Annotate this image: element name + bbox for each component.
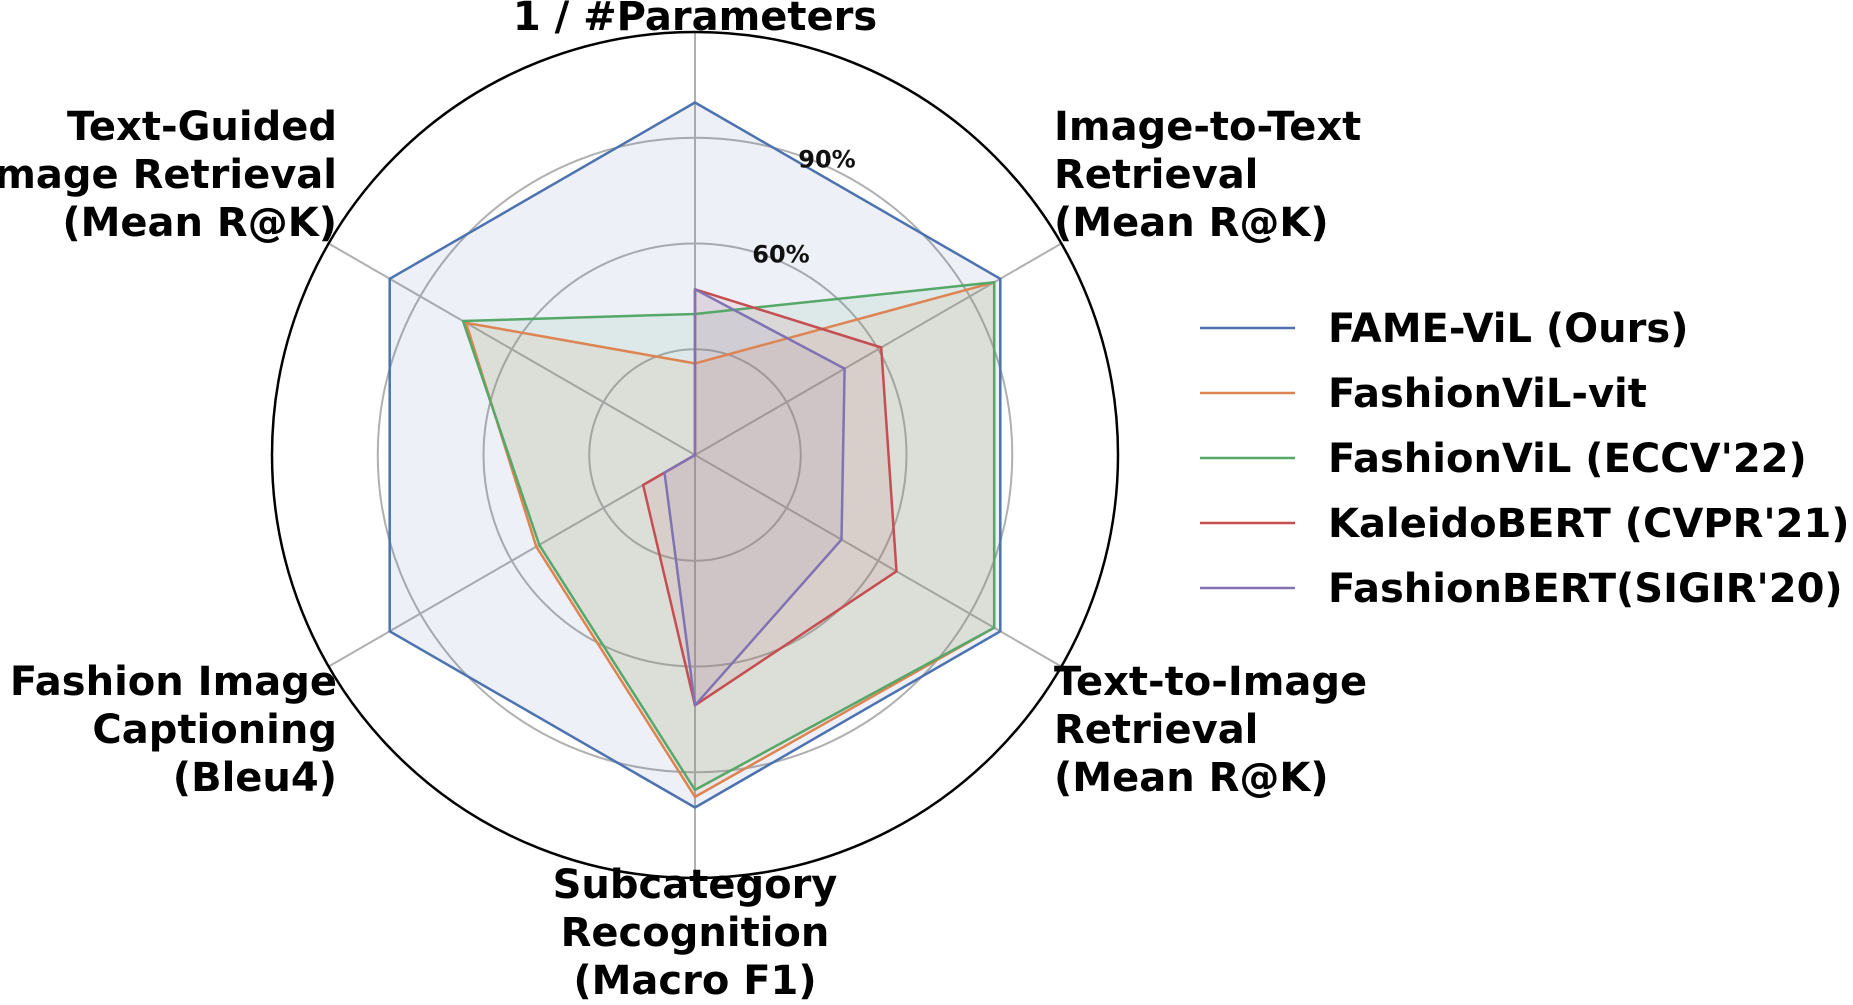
legend: FAME-ViL (Ours) FashionViL-vit FashionViL … [1200,306,1850,612]
outer-circle [270,30,1120,880]
radial-tick-labels: 60% 90% [752,145,855,268]
legend-label-1: FashionViL-vit [1328,371,1647,417]
axis-label-5-line-0: Text-Guided [67,104,337,150]
axis-label-4-line-0: Fashion Image [10,659,337,705]
series-fill-3 [643,289,897,706]
axis-label-1-line-1: Retrieval [1054,152,1258,198]
axis-label-3-line-2: (Macro F1) [573,958,816,1004]
series-polygons [388,101,1002,809]
series-line-2 [461,281,996,792]
legend-label-0: FAME-ViL (Ours) [1328,306,1688,352]
series-fill-2 [463,282,995,790]
axis-label-5-line-1: Image Retrieval [0,152,337,198]
legend-label-2: FashionViL (ECCV'22) [1328,436,1807,482]
axis-label-2-line-1: Retrieval [1054,707,1258,753]
legend-label-4: FashionBERT(SIGIR'20) [1328,566,1843,612]
series-fill-1 [466,282,995,797]
tick-label-1: 60% [752,241,809,269]
axis-label-2-line-0: Text-to-Image [1054,659,1367,705]
series-fill-4 [664,289,845,706]
tick-label-2: 90% [798,145,855,173]
series-line-4 [663,288,846,707]
legend-label-3: KaleidoBERT (CVPR'21) [1328,501,1850,547]
axis-label-4-line-1: Captioning [92,707,337,753]
axis-label-0-line-0: 1 / #Parameters [513,0,877,40]
axis-label-3-line-0: Subcategory [553,862,838,908]
series-line-0 [388,101,1002,809]
axis-labels: 1 / #ParametersImage-to-TextRetrieval(Me… [0,0,1367,1004]
axis-label-1-line-0: Image-to-Text [1054,104,1361,150]
axis-label-5-line-2: (Mean R@K) [62,200,337,246]
axis-label-1-line-2: (Mean R@K) [1054,200,1329,246]
axis-label-3-line-1: Recognition [561,910,830,956]
axis-label-4-line-2: (Bleu4) [173,755,337,801]
axis-label-2-line-2: (Mean R@K) [1054,755,1329,801]
